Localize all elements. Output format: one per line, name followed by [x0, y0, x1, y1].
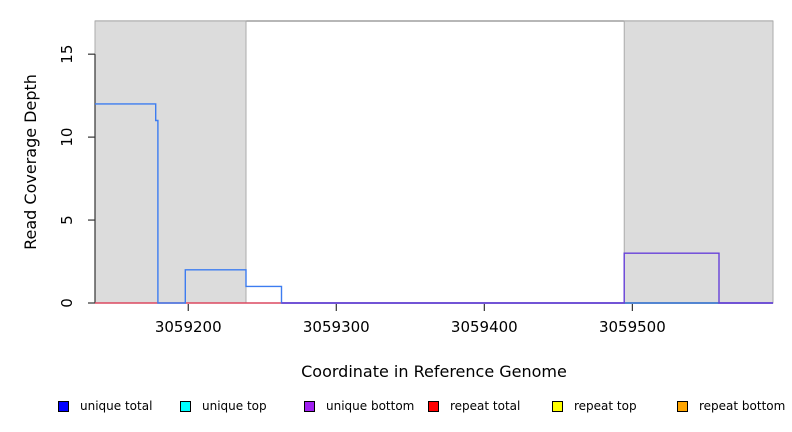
legend-item-repeat-top: repeat top: [552, 399, 637, 413]
y-tick-label: 5: [58, 215, 76, 225]
legend-swatch-repeat-top: [552, 400, 563, 412]
x-axis-title: Coordinate in Reference Genome: [301, 362, 567, 381]
legend-swatch-repeat-bottom: [677, 400, 688, 412]
x-tick-label: 3059200: [155, 318, 222, 336]
legend-swatch-unique-total: [58, 400, 69, 412]
legend: unique total unique top unique bottom re…: [0, 399, 792, 417]
legend-swatch-repeat-total: [428, 400, 439, 412]
legend-item-unique-top: unique top: [180, 399, 267, 413]
legend-swatch-unique-bottom: [304, 400, 315, 412]
legend-label-repeat-top: repeat top: [574, 399, 637, 413]
y-tick-label: 10: [58, 128, 76, 147]
x-tick-label: 3059400: [451, 318, 518, 336]
legend-label-repeat-bottom: repeat bottom: [699, 399, 786, 413]
legend-label-unique-top: unique top: [202, 399, 267, 413]
x-tick-label: 3059300: [303, 318, 370, 336]
legend-label-unique-total: unique total: [80, 399, 153, 413]
legend-item-unique-bottom: unique bottom: [304, 399, 414, 413]
shaded-region-0: [94, 20, 247, 304]
legend-label-unique-bottom: unique bottom: [326, 399, 415, 413]
shaded-region-1: [623, 20, 774, 304]
y-axis-title: Read Coverage Depth: [21, 74, 40, 250]
series-line-unique-total: [95, 103, 773, 304]
legend-swatch-unique-top: [180, 400, 191, 412]
legend-item-repeat-bottom: repeat bottom: [677, 399, 785, 413]
y-tick-label: 15: [58, 45, 76, 64]
x-tick-label: 3059500: [599, 318, 666, 336]
legend-label-repeat-total: repeat total: [450, 399, 521, 413]
y-tick-label: 0: [58, 298, 76, 308]
legend-item-unique-total: unique total: [58, 399, 152, 413]
series-line-unique-bottom: [281, 252, 773, 304]
legend-item-repeat-total: repeat total: [428, 399, 520, 413]
